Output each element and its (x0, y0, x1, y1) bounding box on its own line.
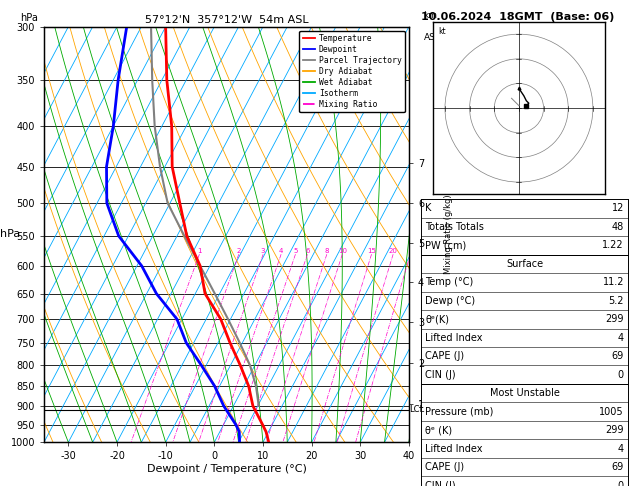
Text: CIN (J): CIN (J) (425, 481, 456, 486)
Text: 5: 5 (293, 248, 298, 254)
Legend: Temperature, Dewpoint, Parcel Trajectory, Dry Adiabat, Wet Adiabat, Isotherm, Mi: Temperature, Dewpoint, Parcel Trajectory… (299, 31, 405, 112)
Text: 4: 4 (618, 444, 624, 453)
Text: 48: 48 (612, 222, 624, 232)
Text: PW (cm): PW (cm) (425, 241, 467, 250)
Text: 15: 15 (367, 248, 376, 254)
Title: 57°12'N  357°12'W  54m ASL: 57°12'N 357°12'W 54m ASL (145, 15, 308, 25)
Text: km: km (423, 12, 437, 20)
Text: Mixing Ratio (g/kg): Mixing Ratio (g/kg) (445, 195, 454, 274)
Text: Pressure (mb): Pressure (mb) (425, 407, 494, 417)
Text: 299: 299 (606, 314, 624, 324)
Text: hPa: hPa (0, 229, 20, 240)
Text: Dewp (°C): Dewp (°C) (425, 296, 476, 306)
Text: Surface: Surface (506, 259, 543, 269)
Text: 10.06.2024  18GMT  (Base: 06): 10.06.2024 18GMT (Base: 06) (421, 12, 615, 22)
Text: 1: 1 (197, 248, 202, 254)
Text: Temp (°C): Temp (°C) (425, 278, 474, 287)
Text: Lifted Index: Lifted Index (425, 333, 482, 343)
Text: 299: 299 (606, 425, 624, 435)
Text: CIN (J): CIN (J) (425, 370, 456, 380)
Text: 11.2: 11.2 (603, 278, 624, 287)
Text: 69: 69 (612, 462, 624, 472)
Text: K: K (425, 204, 431, 213)
Text: 2: 2 (237, 248, 241, 254)
Text: ASL: ASL (423, 33, 440, 42)
Text: 1005: 1005 (599, 407, 624, 417)
X-axis label: Dewpoint / Temperature (°C): Dewpoint / Temperature (°C) (147, 464, 306, 474)
Text: 4: 4 (618, 333, 624, 343)
Text: 8: 8 (325, 248, 329, 254)
Text: 3: 3 (261, 248, 265, 254)
Text: 4: 4 (279, 248, 283, 254)
Text: CAPE (J): CAPE (J) (425, 462, 464, 472)
Text: LCL: LCL (409, 405, 425, 414)
Text: 1.22: 1.22 (603, 241, 624, 250)
Text: 69: 69 (612, 351, 624, 361)
Text: 5.2: 5.2 (608, 296, 624, 306)
Text: 0: 0 (618, 481, 624, 486)
Text: Most Unstable: Most Unstable (489, 388, 560, 398)
Text: θᵉ(K): θᵉ(K) (425, 314, 449, 324)
Text: 0: 0 (618, 370, 624, 380)
Text: hPa: hPa (20, 13, 38, 22)
Text: Totals Totals: Totals Totals (425, 222, 484, 232)
Text: kt: kt (438, 27, 445, 36)
Text: 6: 6 (305, 248, 309, 254)
Text: CAPE (J): CAPE (J) (425, 351, 464, 361)
Text: Lifted Index: Lifted Index (425, 444, 482, 453)
Text: θᵉ (K): θᵉ (K) (425, 425, 452, 435)
Text: 20: 20 (389, 248, 398, 254)
Text: 10: 10 (338, 248, 347, 254)
Text: 12: 12 (611, 204, 624, 213)
